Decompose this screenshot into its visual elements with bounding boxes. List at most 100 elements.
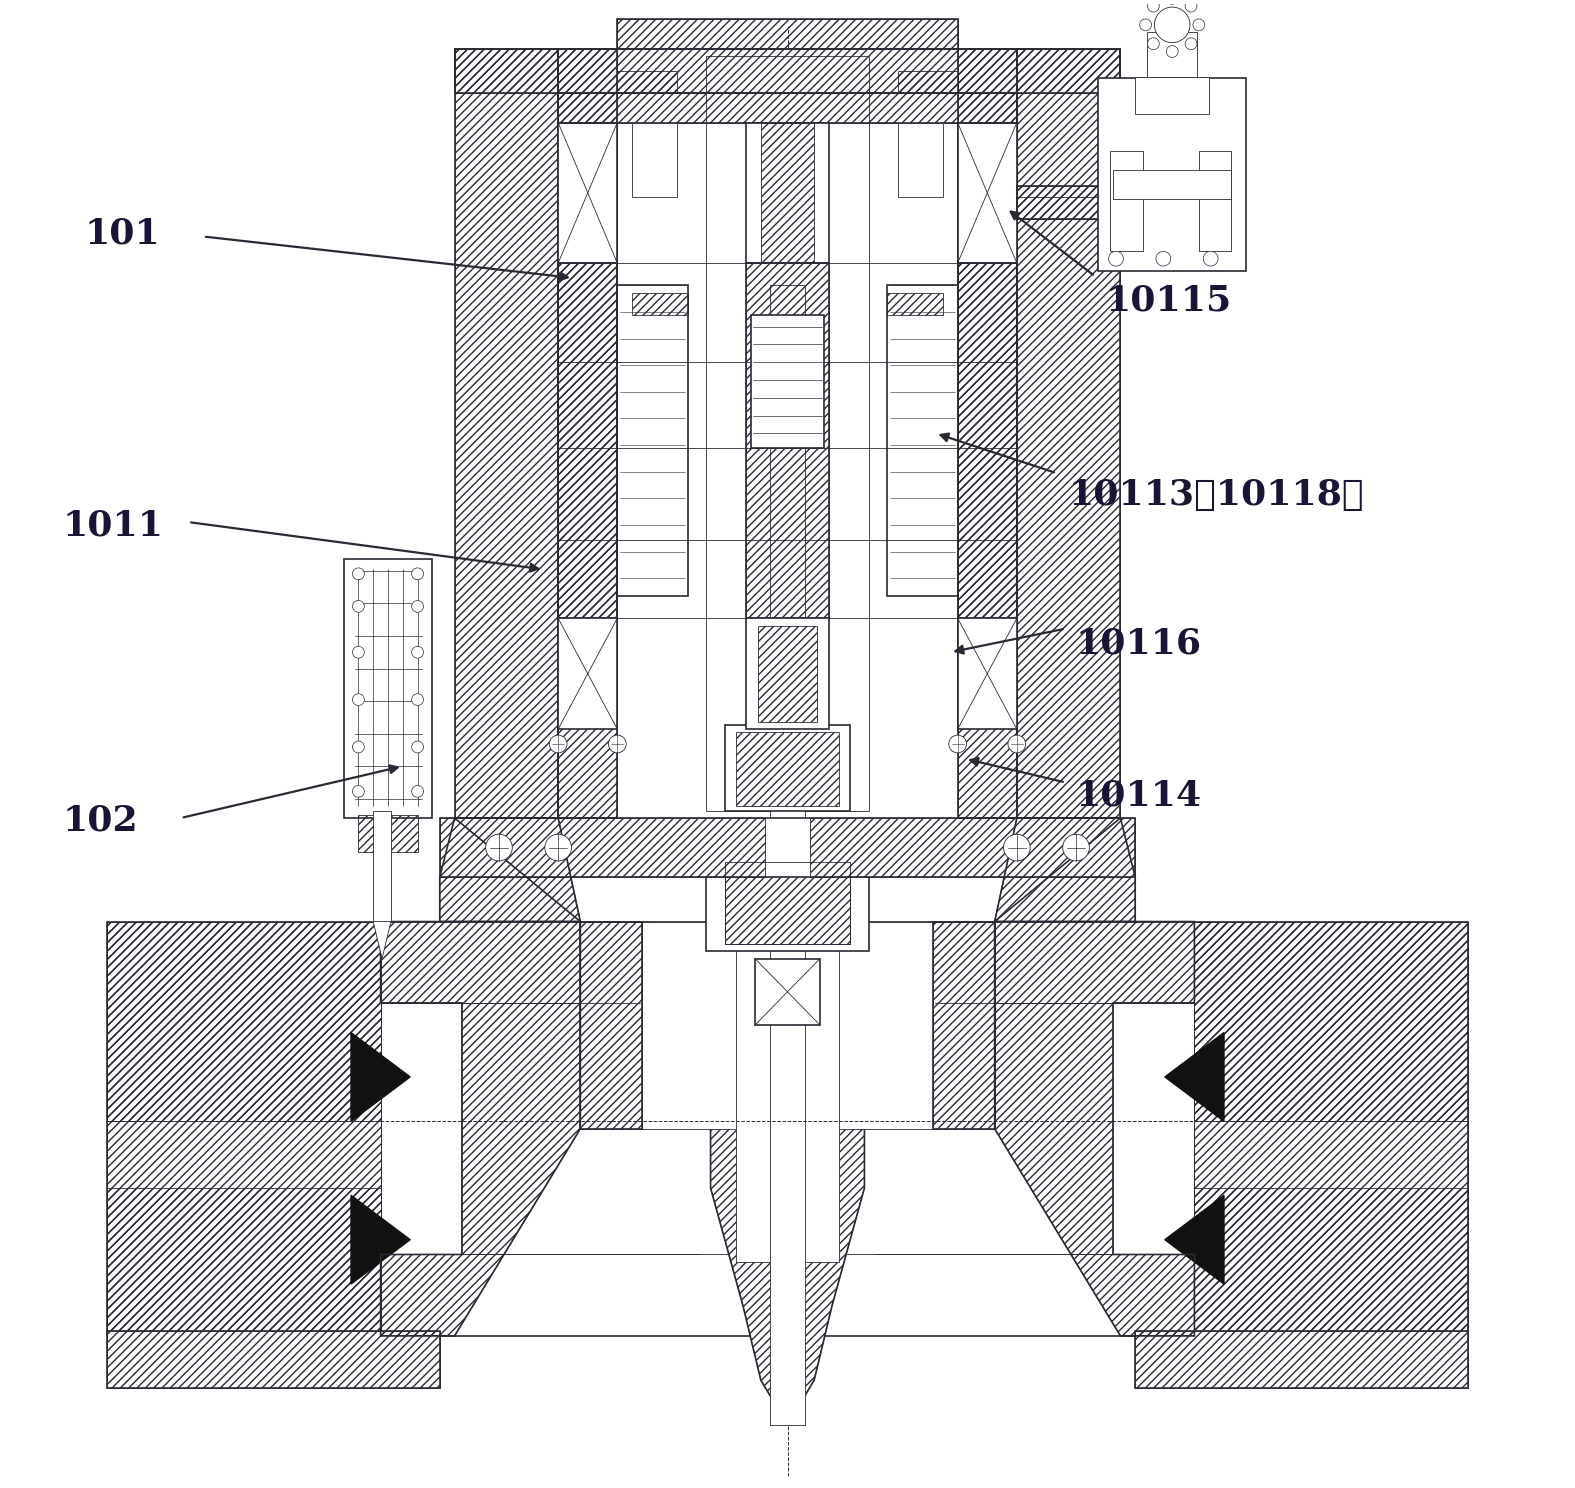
Bar [558, 263, 617, 618]
Bar [932, 921, 995, 1129]
Circle shape [353, 601, 364, 612]
Circle shape [411, 786, 424, 798]
Bar [580, 921, 643, 1129]
Bar [726, 863, 849, 943]
Circle shape [353, 568, 364, 580]
Bar [958, 618, 1017, 729]
Bar [898, 122, 943, 196]
Bar [580, 921, 995, 1129]
Circle shape [1192, 19, 1205, 31]
Circle shape [608, 735, 627, 753]
Bar [580, 921, 643, 1129]
Bar [770, 286, 805, 1424]
Bar [617, 286, 688, 597]
Circle shape [550, 735, 567, 753]
Bar [1194, 1187, 1468, 1336]
Bar [1136, 77, 1210, 113]
Bar [898, 71, 958, 92]
Bar [726, 863, 849, 943]
Bar [810, 818, 1136, 876]
Bar [455, 49, 558, 818]
Text: 10116: 10116 [1076, 626, 1202, 661]
Circle shape [1167, 46, 1178, 58]
Bar [455, 49, 1120, 92]
Bar [381, 1003, 1194, 1254]
Bar [558, 92, 1017, 122]
Text: 101: 101 [85, 217, 161, 250]
Bar [726, 725, 849, 811]
Polygon shape [710, 921, 865, 1424]
Circle shape [485, 835, 512, 862]
Bar [932, 921, 995, 1129]
Polygon shape [373, 921, 391, 958]
Bar [706, 848, 869, 951]
Bar [107, 921, 381, 1122]
Bar [1114, 170, 1232, 199]
Circle shape [948, 735, 967, 753]
Circle shape [1003, 835, 1030, 862]
Bar [107, 1332, 439, 1388]
Circle shape [1167, 0, 1178, 4]
Circle shape [1148, 37, 1159, 49]
Bar [747, 618, 828, 729]
Bar [558, 92, 1017, 122]
Bar [958, 49, 1017, 818]
Bar [887, 293, 943, 315]
Bar [1199, 150, 1232, 251]
Circle shape [1109, 251, 1123, 266]
Bar [747, 122, 828, 263]
Bar [632, 293, 688, 315]
Bar [1017, 186, 1106, 219]
Bar [617, 71, 677, 92]
Polygon shape [351, 1195, 410, 1284]
Text: 102: 102 [63, 804, 139, 838]
Bar [1017, 49, 1120, 818]
Bar [373, 811, 391, 921]
Bar [558, 122, 617, 263]
Bar [439, 818, 1136, 876]
Bar [958, 263, 1017, 618]
Bar [736, 936, 839, 1262]
Circle shape [411, 741, 424, 753]
Bar [107, 921, 1468, 1336]
Bar [1110, 150, 1142, 251]
Circle shape [411, 568, 424, 580]
Circle shape [1203, 251, 1217, 266]
Bar [343, 559, 433, 818]
Circle shape [1156, 251, 1170, 266]
Circle shape [411, 646, 424, 658]
Bar [107, 1187, 381, 1336]
Circle shape [1184, 0, 1197, 12]
Bar [958, 263, 1017, 618]
Bar [754, 958, 821, 1025]
Bar [1017, 186, 1106, 219]
Text: 1011: 1011 [63, 507, 164, 542]
Circle shape [1148, 0, 1159, 12]
Circle shape [1154, 7, 1191, 43]
Bar [1098, 79, 1246, 271]
Circle shape [353, 693, 364, 705]
Bar [736, 732, 839, 806]
Bar [558, 263, 617, 618]
Bar [359, 815, 417, 853]
Bar [706, 57, 869, 811]
Circle shape [353, 741, 364, 753]
Circle shape [1008, 735, 1025, 753]
Circle shape [353, 646, 364, 658]
Bar [632, 122, 677, 196]
Bar [617, 19, 958, 49]
Bar [958, 122, 1017, 263]
Bar [558, 618, 617, 729]
Polygon shape [351, 1033, 410, 1122]
Bar [1147, 33, 1197, 77]
Circle shape [411, 601, 424, 612]
Bar [439, 818, 765, 876]
Circle shape [1063, 835, 1090, 862]
Bar [758, 625, 817, 722]
Bar [107, 1332, 439, 1388]
Bar [558, 49, 1017, 818]
Polygon shape [1166, 1195, 1224, 1284]
Bar [1194, 921, 1468, 1336]
Bar [455, 49, 558, 818]
Bar [747, 263, 828, 618]
